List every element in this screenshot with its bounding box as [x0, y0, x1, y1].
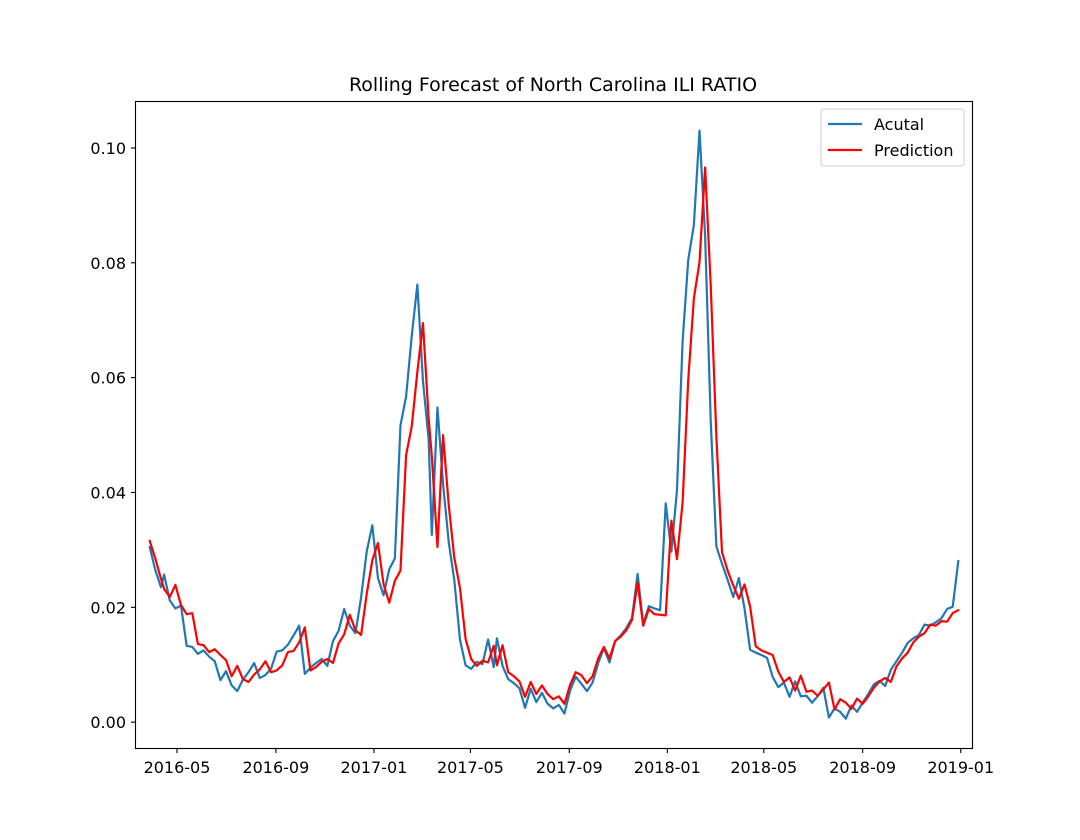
y-axis: 0.00 0.02 0.04 0.06 0.08 0.10 — [90, 139, 136, 732]
axes-frame — [134, 100, 974, 750]
series-line-prediction — [148, 166, 960, 711]
x-tick-label: 2017-05 — [437, 758, 504, 777]
legend-label-prediction: Prediction — [874, 141, 953, 160]
legend-label-acutal: Acutal — [874, 115, 924, 134]
x-tick-label: 2016-09 — [242, 758, 309, 777]
x-tick-label: 2016-05 — [144, 758, 211, 777]
y-tick-label: 0.02 — [90, 598, 126, 617]
x-tick-label: 2018-05 — [730, 758, 797, 777]
x-tick-label: 2018-09 — [829, 758, 896, 777]
legend: Acutal Prediction — [820, 108, 965, 167]
y-tick-label: 0.04 — [90, 483, 126, 502]
y-tick-label: 0.06 — [90, 369, 126, 388]
y-tick-label: 0.10 — [90, 139, 126, 158]
chart-title: Rolling Forecast of North Carolina ILI R… — [349, 74, 757, 96]
x-axis: 2016-05 2016-09 2017-01 2017-05 2017-09 2018-… — [144, 748, 994, 777]
y-tick-label: 0.08 — [90, 254, 126, 273]
x-tick-label: 2017-01 — [341, 758, 408, 777]
x-tick-label: 2017-09 — [536, 758, 603, 777]
y-tick-label: 0.00 — [90, 713, 126, 732]
x-tick-label: 2019-01 — [927, 758, 994, 777]
x-tick-label: 2018-01 — [634, 758, 701, 777]
plot-area — [148, 129, 960, 720]
